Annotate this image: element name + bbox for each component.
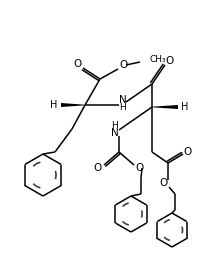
Text: H: H <box>181 102 189 112</box>
Text: N: N <box>119 95 127 105</box>
Text: CH₃: CH₃ <box>150 56 167 64</box>
Polygon shape <box>61 103 85 107</box>
Text: N: N <box>111 128 119 138</box>
Text: O: O <box>74 59 82 69</box>
Text: O: O <box>94 163 102 173</box>
Text: O: O <box>159 178 167 188</box>
Text: H: H <box>50 100 58 110</box>
Text: O: O <box>184 147 192 157</box>
Text: O: O <box>165 56 173 66</box>
Polygon shape <box>152 105 178 109</box>
Text: O: O <box>119 60 127 70</box>
Text: H: H <box>120 103 126 112</box>
Text: O: O <box>135 163 143 173</box>
Text: H: H <box>112 122 118 130</box>
